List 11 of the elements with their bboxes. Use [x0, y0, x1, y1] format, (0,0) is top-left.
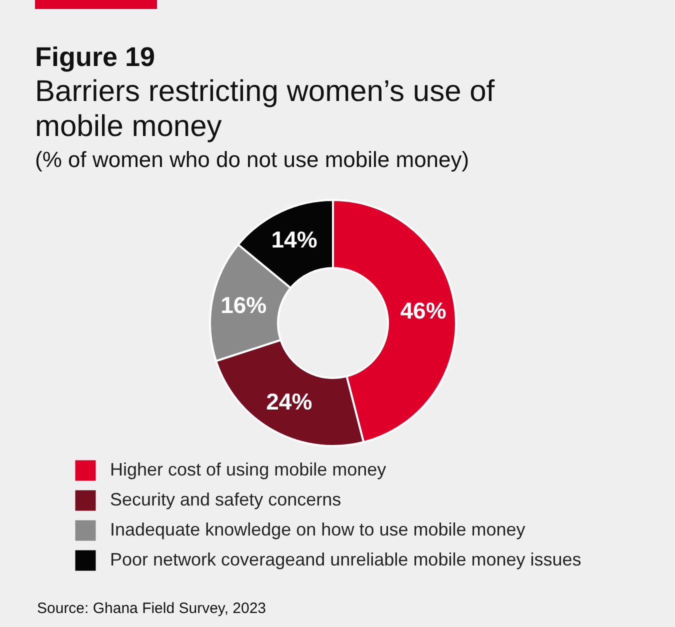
legend-label: Poor network coverageand unreliable mobile money issues	[110, 550, 582, 570]
legend-label: Security and safety concerns	[110, 490, 342, 510]
data-label: 14%	[271, 226, 318, 253]
legend-label: Higher cost of using mobile money	[110, 460, 386, 480]
data-label: 46%	[400, 298, 446, 324]
chart-title: Figure 19	[35, 41, 156, 74]
data-label: 24%	[266, 388, 312, 415]
legend-label: Inadequate knowledge on how to use mobile money	[110, 520, 526, 540]
chart-subtitle: Barriers restricting women’s use of mobile money (% of women who do not use mobile money)	[35, 74, 496, 174]
data-label: 16%	[220, 292, 267, 318]
source-note: Source: Ghana Field Survey, 2023	[37, 600, 266, 617]
